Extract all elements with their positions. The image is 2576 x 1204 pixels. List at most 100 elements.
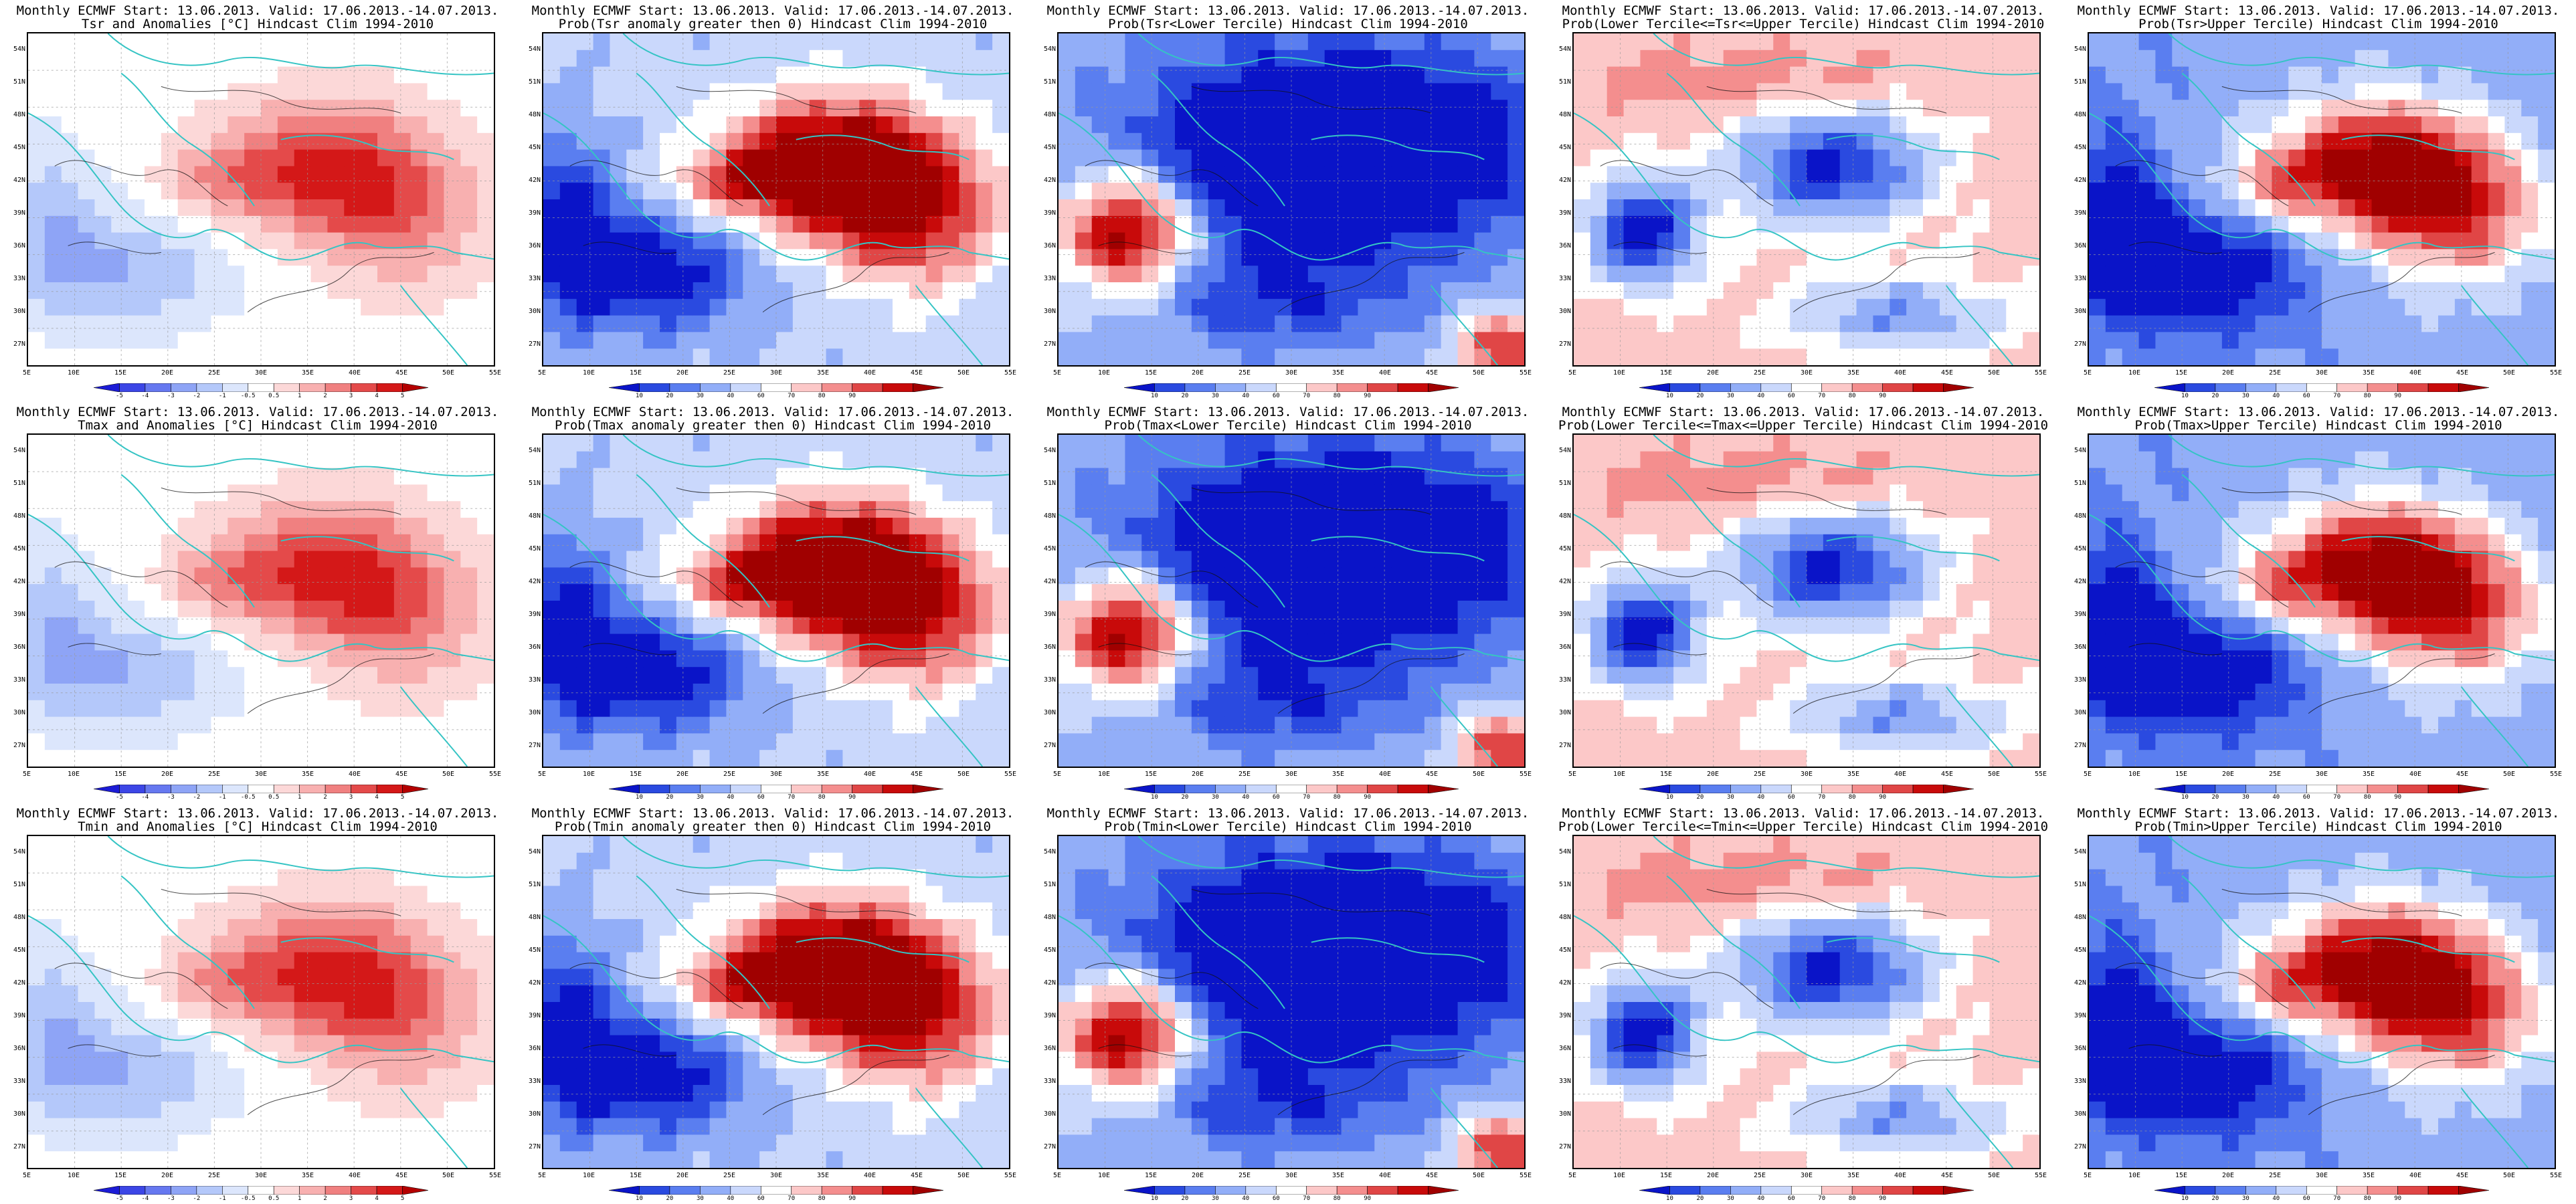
latitude-label: 51N bbox=[2074, 480, 2086, 487]
panel-title-line2: Prob(Lower Tercile<=Tmax<=Upper Tercile)… bbox=[1558, 418, 2049, 433]
longitude-label: 15E bbox=[629, 771, 642, 778]
longitude-label: 25E bbox=[1753, 1172, 1766, 1179]
longitude-label: 25E bbox=[2268, 1172, 2282, 1179]
latitude-label: 27N bbox=[528, 340, 541, 348]
longitude-label: 5E bbox=[2083, 369, 2092, 377]
latitude-label: 27N bbox=[1558, 1143, 1571, 1150]
map-field bbox=[1059, 33, 1524, 365]
latitude-label: 42N bbox=[2074, 979, 2086, 987]
colorbar-tick-label: 20 bbox=[666, 393, 674, 399]
latitude-label: 27N bbox=[2074, 340, 2086, 348]
longitude-label: 50E bbox=[1987, 771, 2001, 778]
panel-title-line2: Tmax and Anomalies [°C] Hindcast Clim 19… bbox=[78, 418, 438, 433]
longitude-label: 25E bbox=[207, 771, 221, 778]
longitude-label: 55E bbox=[2034, 1172, 2047, 1179]
colorbar-tick-label: 60 bbox=[2302, 1195, 2310, 1202]
longitude-label: 55E bbox=[1519, 1172, 1532, 1179]
latitude-label: 45N bbox=[13, 545, 25, 553]
colorbar-tick-label: 20 bbox=[666, 794, 674, 801]
colorbar-tick-label: 70 bbox=[1818, 1195, 1826, 1202]
latitude-label: 30N bbox=[1043, 709, 1056, 716]
panel-title-line2: Tmin and Anomalies [°C] Hindcast Clim 19… bbox=[78, 819, 438, 834]
longitude-label: 50E bbox=[1472, 771, 1485, 778]
map-panel: Monthly ECMWF Start: 13.06.2013. Valid: … bbox=[0, 401, 515, 803]
longitude-label: 20E bbox=[676, 369, 689, 377]
longitude-label: 35E bbox=[816, 1172, 830, 1179]
colorbar-tick-label: 70 bbox=[2333, 794, 2341, 801]
longitude-label: 30E bbox=[2315, 771, 2328, 778]
map-panel: Monthly ECMWF Start: 13.06.2013. Valid: … bbox=[1546, 401, 2061, 803]
colorbar bbox=[1639, 783, 1974, 794]
colorbar-tick-label: 90 bbox=[1364, 1195, 1372, 1202]
longitude-label: 25E bbox=[207, 1172, 221, 1179]
longitude-label: 40E bbox=[348, 771, 361, 778]
latitude-label: 48N bbox=[13, 914, 25, 921]
colorbar-tick-label: -1 bbox=[218, 794, 226, 801]
longitude-label: 40E bbox=[863, 771, 877, 778]
longitude-label: 10E bbox=[1613, 369, 1626, 377]
latitude-label: 30N bbox=[1043, 1110, 1056, 1118]
longitude-label: 20E bbox=[2221, 771, 2235, 778]
longitude-label: 30E bbox=[1800, 771, 1813, 778]
colorbar-tick-label: 40 bbox=[727, 1195, 735, 1202]
colorbar-tick-label: 10 bbox=[1151, 794, 1158, 801]
latitude-label: 54N bbox=[528, 447, 541, 454]
colorbar-tick-label: -3 bbox=[167, 393, 175, 399]
panel-title-line2: Prob(Tmin>Upper Tercile) Hindcast Clim 1… bbox=[2134, 819, 2502, 834]
longitude-label: 45E bbox=[910, 771, 923, 778]
longitude-label: 25E bbox=[1238, 1172, 1251, 1179]
latitude-label: 54N bbox=[1558, 447, 1571, 454]
longitude-label: 30E bbox=[769, 1172, 783, 1179]
panel-title-line1: Monthly ECMWF Start: 13.06.2013. Valid: … bbox=[1562, 405, 2045, 419]
latitude-label: 42N bbox=[528, 578, 541, 585]
longitude-label: 35E bbox=[2362, 1172, 2375, 1179]
colorbar-tick-label: 60 bbox=[1787, 794, 1795, 801]
latitude-label: 45N bbox=[528, 946, 541, 954]
longitude-label: 20E bbox=[1191, 1172, 1204, 1179]
colorbar-tick-label: 40 bbox=[727, 393, 735, 399]
map-area bbox=[542, 835, 1010, 1169]
map-field bbox=[1574, 836, 2039, 1168]
longitude-label: 5E bbox=[537, 771, 547, 778]
latitude-label: 39N bbox=[1043, 611, 1056, 618]
colorbar-tick-label: 10 bbox=[1151, 1195, 1158, 1202]
longitude-label: 50E bbox=[957, 771, 970, 778]
latitude-label: 42N bbox=[528, 177, 541, 184]
latitude-label: 48N bbox=[1558, 512, 1571, 520]
colorbar bbox=[2154, 783, 2490, 794]
colorbar-tick-label: 90 bbox=[1879, 794, 1887, 801]
latitude-label: 30N bbox=[528, 308, 541, 315]
map-panel: Monthly ECMWF Start: 13.06.2013. Valid: … bbox=[515, 803, 1030, 1204]
latitude-label: 30N bbox=[1558, 709, 1571, 716]
latitude-label: 45N bbox=[2074, 946, 2086, 954]
map-field bbox=[543, 33, 1009, 365]
panel-title: Monthly ECMWF Start: 13.06.2013. Valid: … bbox=[1030, 807, 1546, 833]
colorbar-tick-label: 90 bbox=[848, 1195, 856, 1202]
panel-title: Monthly ECMWF Start: 13.06.2013. Valid: … bbox=[2061, 405, 2576, 432]
longitude-label: 15E bbox=[2175, 1172, 2188, 1179]
longitude-label: 55E bbox=[1004, 1172, 1017, 1179]
latitude-label: 30N bbox=[2074, 308, 2086, 315]
colorbar-tick-label: 30 bbox=[1726, 1195, 1734, 1202]
map-panel: Monthly ECMWF Start: 13.06.2013. Valid: … bbox=[2061, 803, 2576, 1204]
colorbar-tick-label: -0.5 bbox=[240, 794, 256, 801]
colorbar-tick-label: 0.5 bbox=[268, 393, 280, 399]
latitude-label: 39N bbox=[2074, 1012, 2086, 1019]
colorbar-tick-label: -3 bbox=[167, 1195, 175, 1202]
longitude-label: 40E bbox=[863, 369, 877, 377]
latitude-label: 30N bbox=[1558, 1110, 1571, 1118]
latitude-label: 45N bbox=[1558, 946, 1571, 954]
longitude-label: 55E bbox=[2549, 369, 2563, 377]
colorbar-tick-label: -5 bbox=[116, 794, 123, 801]
colorbar-tick-label: 10 bbox=[636, 393, 643, 399]
longitude-label: 25E bbox=[1238, 771, 1251, 778]
longitude-label: 30E bbox=[769, 369, 783, 377]
map-panel: Monthly ECMWF Start: 13.06.2013. Valid: … bbox=[1546, 0, 2061, 401]
panel-title: Monthly ECMWF Start: 13.06.2013. Valid: … bbox=[2061, 807, 2576, 833]
longitude-label: 30E bbox=[2315, 369, 2328, 377]
map-field bbox=[1059, 435, 1524, 767]
colorbar-tick-label: 30 bbox=[1211, 393, 1219, 399]
latitude-label: 39N bbox=[528, 611, 541, 618]
latitude-label: 45N bbox=[2074, 545, 2086, 553]
latitude-label: 48N bbox=[13, 111, 25, 118]
